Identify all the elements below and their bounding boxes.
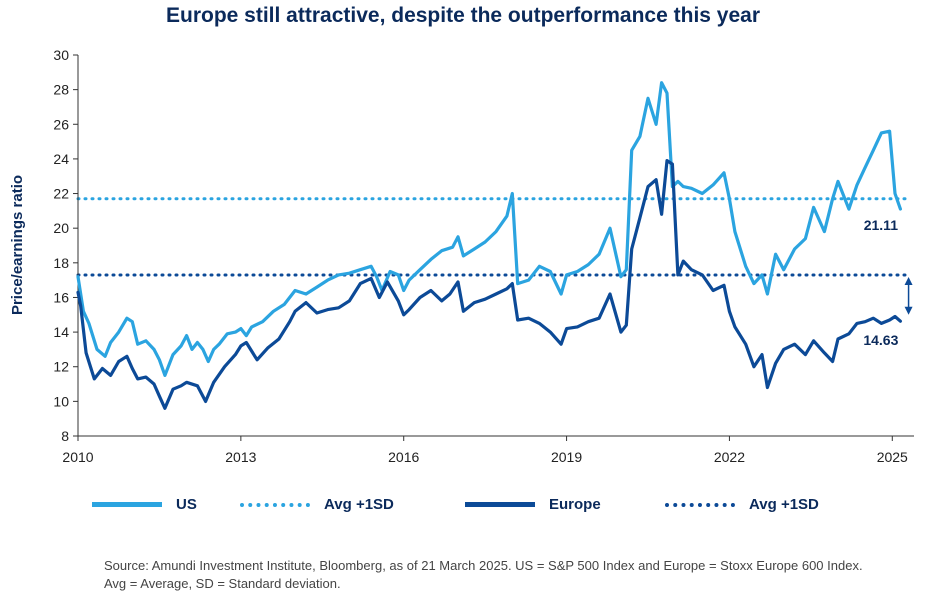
- legend-swatch-europe: [465, 502, 535, 507]
- europe-end-value-label: 14.63: [863, 332, 898, 348]
- x-tick-label: 2016: [388, 449, 419, 465]
- legend-item-us-avg: Avg +1SD: [240, 496, 394, 513]
- us-series-line: [76, 81, 902, 377]
- y-tick-label: 20: [53, 220, 69, 236]
- x-tick-label: 2025: [877, 449, 908, 465]
- gap-arrow-head-up: [904, 276, 913, 285]
- x-tick-label: 2019: [551, 449, 582, 465]
- data-series: [76, 81, 902, 410]
- legend-item-europe-avg: Avg +1SD: [665, 496, 819, 513]
- legend-label-europe: Europe: [549, 496, 601, 513]
- legend-swatch-europe-avg: [665, 502, 735, 507]
- y-tick-label: 16: [53, 289, 69, 305]
- y-tick-label: 8: [61, 428, 69, 444]
- legend: US Avg +1SD Europe Avg +1SD: [0, 496, 926, 520]
- legend-item-europe: Europe: [465, 496, 601, 513]
- legend-item-us: US: [92, 496, 197, 513]
- y-tick-label: 18: [53, 255, 69, 271]
- gap-arrow-head-down: [904, 306, 913, 315]
- us-end-value-label: 21.11: [864, 217, 898, 233]
- y-tick-label: 12: [53, 359, 69, 375]
- x-tick-label: 2013: [225, 449, 256, 465]
- y-tick-label: 24: [53, 151, 69, 167]
- chart-title: Europe still attractive, despite the out…: [166, 4, 760, 27]
- x-tick-label: 2022: [714, 449, 745, 465]
- y-tick-label: 28: [53, 82, 69, 98]
- europe-series-line: [76, 159, 902, 410]
- x-tick-label: 2010: [62, 449, 93, 465]
- reference-lines: [76, 197, 910, 277]
- annotations: 21.11 14.63: [863, 217, 913, 348]
- y-axis-label: Price/earnings ratio: [9, 175, 26, 315]
- legend-label-us: US: [176, 496, 197, 513]
- y-tick-label: 26: [53, 116, 69, 132]
- legend-label-europe-avg: Avg +1SD: [749, 496, 819, 513]
- y-tick-label: 30: [53, 47, 69, 63]
- legend-swatch-us-avg: [240, 502, 310, 507]
- y-tick-label: 10: [53, 393, 69, 409]
- legend-label-us-avg: Avg +1SD: [324, 496, 394, 513]
- y-tick-label: 14: [53, 324, 69, 340]
- legend-swatch-us: [92, 502, 162, 507]
- y-tick-label: 22: [53, 186, 69, 202]
- source-note: Source: Amundi Investment Institute, Blo…: [104, 558, 863, 591]
